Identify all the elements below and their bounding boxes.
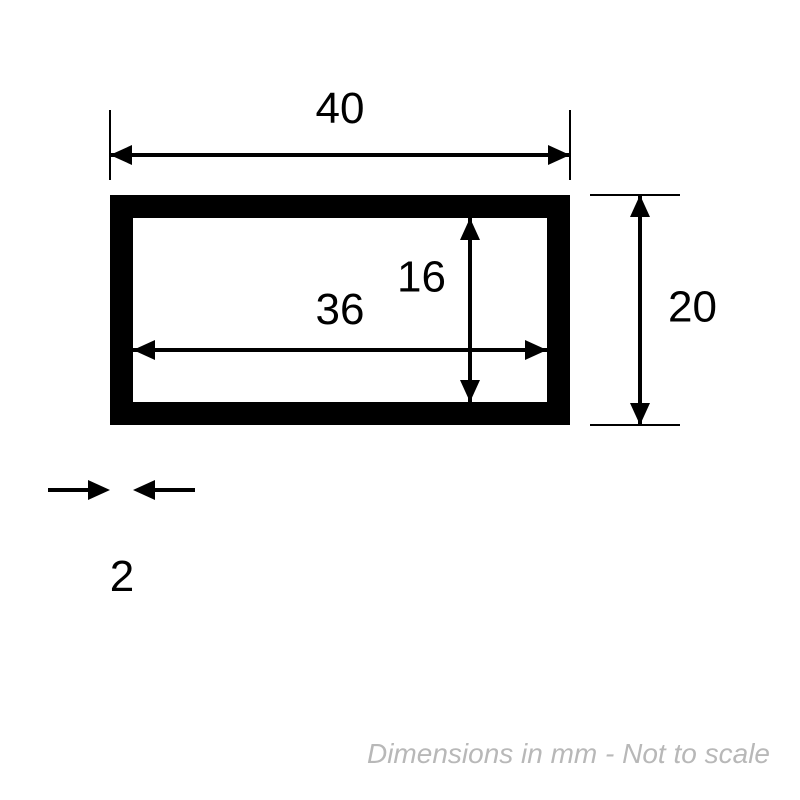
arrow-up bbox=[630, 195, 650, 217]
dim-inner-height-label: 16 bbox=[397, 253, 446, 302]
dim-outer-height-label: 20 bbox=[668, 283, 717, 332]
arrow-down bbox=[630, 403, 650, 425]
footnote-text: Dimensions in mm - Not to scale bbox=[367, 738, 770, 770]
dim-outer-width-label: 40 bbox=[316, 84, 365, 133]
dim-outer-height: 20 bbox=[590, 195, 717, 425]
dim-outer-width: 40 bbox=[110, 84, 570, 180]
dim-inner-width-label: 36 bbox=[316, 285, 365, 334]
dim-wall-thickness-label: 2 bbox=[110, 552, 134, 601]
arrow-right bbox=[88, 480, 110, 500]
arrow-left bbox=[110, 145, 132, 165]
arrow-right bbox=[548, 145, 570, 165]
arrow-left bbox=[133, 480, 155, 500]
dim-wall-thickness: 2 bbox=[48, 480, 195, 601]
